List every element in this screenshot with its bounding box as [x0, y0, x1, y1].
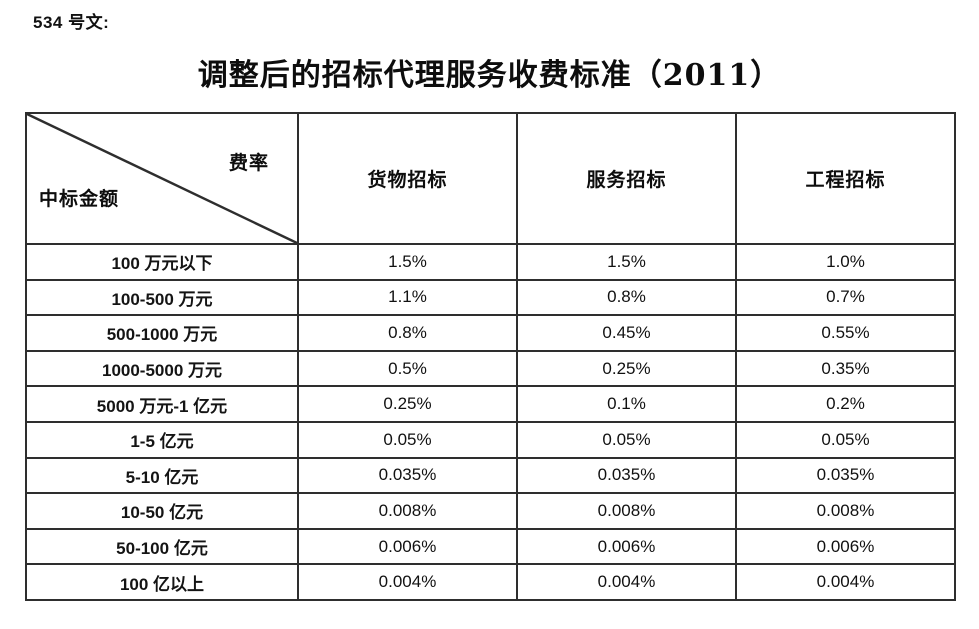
- corner-label-amount: 中标金额: [39, 188, 120, 210]
- rate-cell-goods: 0.035%: [297, 456, 518, 495]
- rate-cell-goods: 0.008%: [297, 492, 518, 530]
- table-row: 5-10 亿元 0.035% 0.035% 0.035%: [25, 456, 956, 495]
- amount-cell: 100 万元以下: [25, 243, 299, 281]
- table-row: 50-100 亿元 0.006% 0.006% 0.006%: [25, 527, 956, 566]
- table-row: 1000-5000 万元 0.5% 0.25% 0.35%: [25, 349, 956, 388]
- amount-cell: 100-500 万元: [25, 278, 299, 317]
- rate-cell-engineering: 0.35%: [735, 349, 956, 388]
- table-row: 500-1000 万元 0.8% 0.45% 0.55%: [25, 314, 956, 352]
- rate-cell-goods: 1.5%: [297, 243, 518, 281]
- amount-cell: 500-1000 万元: [25, 314, 299, 352]
- column-header-engineering: 工程招标: [735, 112, 956, 245]
- table-header-row: 费率 中标金额 货物招标 服务招标 工程招标: [25, 112, 956, 245]
- rate-cell-goods: 0.05%: [297, 420, 518, 459]
- table-row: 100-500 万元 1.1% 0.8% 0.7%: [25, 278, 956, 317]
- rate-cell-goods: 1.1%: [297, 278, 518, 317]
- table-row: 100 亿以上 0.004% 0.004% 0.004%: [25, 563, 956, 601]
- rate-cell-services: 0.006%: [516, 527, 737, 566]
- amount-cell: 5000 万元-1 亿元: [25, 385, 299, 423]
- rate-cell-engineering: 0.7%: [735, 278, 956, 317]
- table-row: 5000 万元-1 亿元 0.25% 0.1% 0.2%: [25, 385, 956, 423]
- rate-cell-engineering: 0.008%: [735, 492, 956, 530]
- amount-cell: 1000-5000 万元: [25, 349, 299, 388]
- rate-cell-services: 0.008%: [516, 492, 737, 530]
- rate-cell-services: 0.05%: [516, 420, 737, 459]
- corner-header-cell: 费率 中标金额: [25, 112, 299, 245]
- rate-cell-services: 0.25%: [516, 349, 737, 388]
- amount-cell: 1-5 亿元: [25, 420, 299, 459]
- page-title: 调整后的招标代理服务收费标准（2011）: [197, 58, 782, 93]
- table-row: 10-50 亿元 0.008% 0.008% 0.008%: [25, 492, 956, 530]
- amount-cell: 10-50 亿元: [25, 492, 299, 530]
- rate-cell-engineering: 0.006%: [735, 527, 956, 566]
- corner-label-rate: 费率: [228, 152, 269, 174]
- rate-cell-services: 0.004%: [516, 563, 737, 601]
- rate-cell-engineering: 1.0%: [735, 243, 956, 281]
- rate-cell-services: 1.5%: [516, 243, 737, 281]
- rate-cell-services: 0.1%: [516, 385, 737, 423]
- amount-cell: 5-10 亿元: [25, 456, 299, 495]
- rate-cell-services: 0.45%: [516, 314, 737, 352]
- rate-cell-services: 0.035%: [516, 456, 737, 495]
- rate-cell-goods: 0.25%: [297, 385, 518, 423]
- amount-cell: 100 亿以上: [25, 563, 299, 601]
- column-header-goods: 货物招标: [297, 112, 518, 245]
- rate-cell-goods: 0.8%: [297, 314, 518, 352]
- rate-cell-goods: 0.5%: [297, 349, 518, 388]
- rate-cell-goods: 0.006%: [297, 527, 518, 566]
- rate-cell-engineering: 0.004%: [735, 563, 956, 601]
- column-header-services: 服务招标: [516, 112, 737, 245]
- table-row: 1-5 亿元 0.05% 0.05% 0.05%: [25, 420, 956, 459]
- amount-cell: 50-100 亿元: [25, 527, 299, 566]
- rate-cell-engineering: 0.55%: [735, 314, 956, 352]
- rate-cell-engineering: 0.2%: [735, 385, 956, 423]
- diagonal-divider: [28, 115, 296, 242]
- fee-standard-table: 费率 中标金额 货物招标 服务招标 工程招标 100 万元以下 1.5% 1.5…: [25, 112, 956, 601]
- rate-cell-engineering: 0.035%: [735, 456, 956, 495]
- rate-cell-engineering: 0.05%: [735, 420, 956, 459]
- doc-number-label: 534 号文:: [33, 13, 110, 32]
- rate-cell-goods: 0.004%: [297, 563, 518, 601]
- rate-cell-services: 0.8%: [516, 278, 737, 317]
- table-row: 100 万元以下 1.5% 1.5% 1.0%: [25, 243, 956, 281]
